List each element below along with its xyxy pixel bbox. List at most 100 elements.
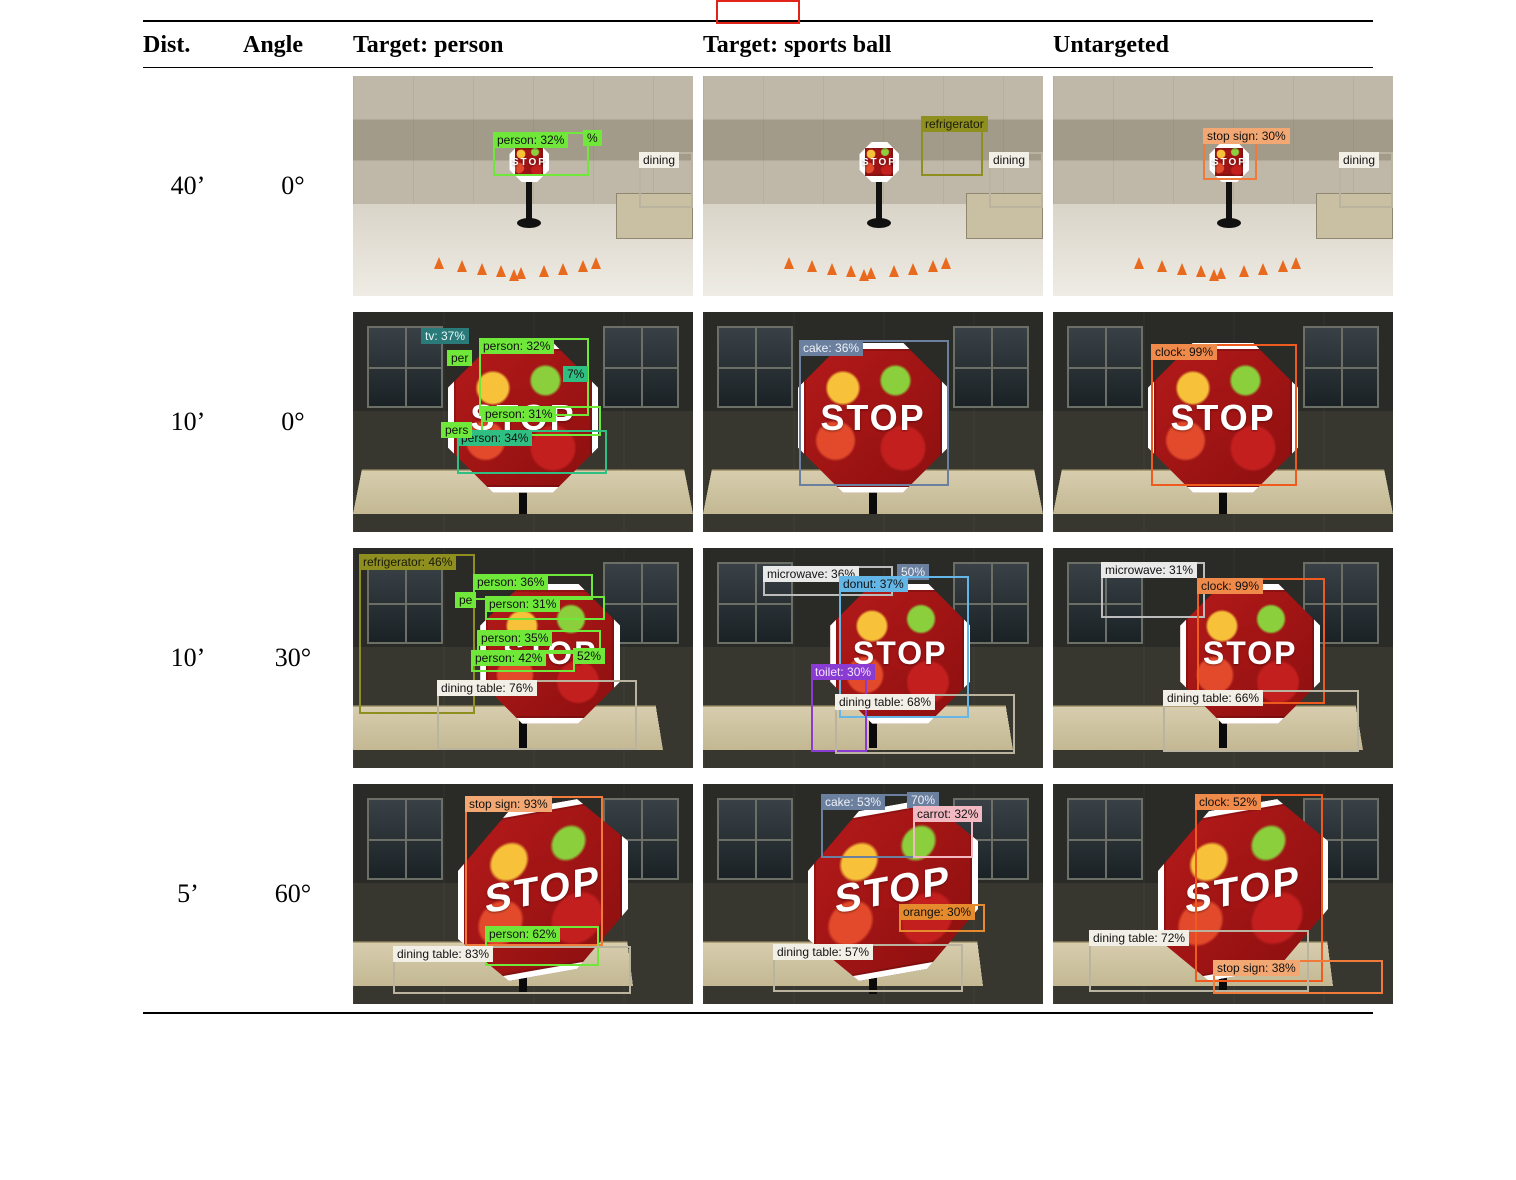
- detection-label: stop sign: 93%: [465, 796, 552, 812]
- detection-box: dining table: 57%: [773, 944, 963, 992]
- col-header-untargeted: Untargeted: [1053, 32, 1393, 59]
- detection-box: person: 32%: [493, 132, 589, 176]
- detection-label: person: 42%: [471, 650, 546, 666]
- dist-value: 5’: [143, 879, 233, 909]
- detection-box: pers: [443, 424, 483, 442]
- detection-box: orange: 30%: [899, 904, 985, 932]
- detection-label: microwave: 31%: [1101, 562, 1197, 578]
- col-header-target-person: Target: person: [353, 32, 693, 59]
- detection-label: dining table: 83%: [393, 946, 493, 962]
- table-row: 10’0° STOP tv: 37%person: 32%per7%person…: [143, 304, 1373, 540]
- detection-label: clock: 99%: [1197, 578, 1263, 594]
- image-cell: STOP person: 32%%dining: [353, 76, 693, 296]
- detection-label: orange: 30%: [899, 904, 975, 920]
- detection-box: refrigerator: [921, 116, 983, 176]
- detection-box: dining table: 66%: [1163, 690, 1359, 752]
- table-row: 5’60° STOP stop sign: 93%person: 62%dini…: [143, 776, 1373, 1012]
- image-cell: STOP cake: 36%: [703, 312, 1043, 532]
- detection-box: 52%: [575, 650, 611, 672]
- dist-value: 10’: [143, 407, 233, 437]
- image-cell: STOP microwave: 31%clock: 99%dining tabl…: [1053, 548, 1393, 768]
- detection-label: dining: [639, 152, 679, 168]
- col-header-target-sportsball: Target: sports ball: [703, 32, 1043, 59]
- detection-box: dining table: 68%: [835, 694, 1015, 754]
- detection-box: clock: 99%: [1151, 344, 1297, 486]
- angle-value: 0°: [243, 407, 343, 437]
- detection-label: refrigerator: 46%: [359, 554, 456, 570]
- image-cell: STOP refrigerator: 46%person: 36%person:…: [353, 548, 693, 768]
- detection-label: dining: [1339, 152, 1379, 168]
- col-header-angle: Angle: [243, 32, 343, 59]
- angle-value: 60°: [243, 879, 343, 909]
- detection-box: dining: [1339, 152, 1393, 208]
- detection-label: toilet: 30%: [811, 664, 875, 680]
- detection-label: %: [583, 130, 602, 146]
- detection-box: 7%: [565, 368, 599, 388]
- detection-label: dining table: 76%: [437, 680, 537, 696]
- image-cell: STOP clock: 99%: [1053, 312, 1393, 532]
- detection-label: carrot: 32%: [913, 806, 982, 822]
- detection-label: cake: 53%: [821, 794, 885, 810]
- table-body: 40’0° STOP person: 32%%dining STOP refri…: [143, 68, 1373, 1012]
- detection-box: dining: [639, 152, 693, 208]
- detection-box: cake: 36%: [799, 340, 949, 486]
- dist-value: 40’: [143, 171, 233, 201]
- detection-label: cake: 36%: [799, 340, 863, 356]
- detection-box: %: [585, 132, 603, 150]
- detection-box: stop sign: 93%: [465, 796, 603, 946]
- detection-label: pe: [455, 592, 476, 608]
- detection-label: person: 32%: [479, 338, 554, 354]
- rule-bottom: [143, 1012, 1373, 1014]
- detection-label: dining table: 72%: [1089, 930, 1189, 946]
- detection-label: person: 35%: [477, 630, 552, 646]
- image-cell: STOP tv: 37%person: 32%per7%person: 31%p…: [353, 312, 693, 532]
- red-highlight-mark: [716, 0, 800, 24]
- detection-box: dining: [989, 152, 1043, 208]
- detection-label: dining table: 68%: [835, 694, 935, 710]
- detection-label: donut: 37%: [839, 576, 908, 592]
- table-row: 10’30° STOP refrigerator: 46%person: 36%…: [143, 540, 1373, 776]
- detection-box: dining table: 76%: [437, 680, 637, 750]
- detection-box: dining table: 83%: [393, 946, 631, 994]
- detection-label: person: 31%: [481, 406, 556, 422]
- angle-value: 0°: [243, 171, 343, 201]
- detection-label: dining table: 57%: [773, 944, 873, 960]
- detection-label: refrigerator: [921, 116, 988, 132]
- detection-label: person: 36%: [473, 574, 548, 590]
- detection-label: pers: [441, 422, 472, 438]
- detection-box: pe: [457, 594, 483, 612]
- detection-box: per: [449, 352, 489, 372]
- col-header-dist: Dist.: [143, 32, 233, 59]
- detection-box: carrot: 32%: [913, 806, 973, 858]
- figure-table: Dist. Angle Target: person Target: sport…: [143, 20, 1373, 1014]
- detection-label: clock: 52%: [1195, 794, 1261, 810]
- detection-label: clock: 99%: [1151, 344, 1217, 360]
- detection-label: stop sign: 30%: [1203, 128, 1290, 144]
- detection-label: person: 62%: [485, 926, 560, 942]
- detection-box: stop sign: 30%: [1203, 128, 1257, 180]
- image-cell: STOP stop sign: 30%dining: [1053, 76, 1393, 296]
- detection-label: person: 32%: [493, 132, 568, 148]
- detection-box: clock: 99%: [1197, 578, 1325, 704]
- detection-box: person: 42%: [471, 650, 575, 672]
- image-cell: STOP stop sign: 93%person: 62%dining tab…: [353, 784, 693, 1004]
- table-row: 40’0° STOP person: 32%%dining STOP refri…: [143, 68, 1373, 304]
- detection-box: stop sign: 38%: [1213, 960, 1383, 994]
- detection-label: stop sign: 38%: [1213, 960, 1300, 976]
- image-cell: STOP refrigeratordining: [703, 76, 1043, 296]
- detection-label: person: 31%: [485, 596, 560, 612]
- detection-label: tv: 37%: [421, 328, 469, 344]
- dist-value: 10’: [143, 643, 233, 673]
- detection-box: person: 31%: [485, 596, 605, 620]
- detection-label: 52%: [573, 648, 605, 664]
- angle-value: 30°: [243, 643, 343, 673]
- detection-label: 7%: [563, 366, 588, 382]
- image-cell: STOP cake: 53%70%carrot: 32%orange: 30%d…: [703, 784, 1043, 1004]
- detection-box: cake: 53%: [821, 794, 915, 858]
- detection-label: per: [447, 350, 472, 366]
- image-cell: STOP microwave: 36%50%donut: 37%toilet: …: [703, 548, 1043, 768]
- detection-label: dining: [989, 152, 1029, 168]
- detection-box: microwave: 31%: [1101, 562, 1205, 618]
- image-cell: STOP clock: 52%dining table: 72%stop sig…: [1053, 784, 1393, 1004]
- detection-label: dining table: 66%: [1163, 690, 1263, 706]
